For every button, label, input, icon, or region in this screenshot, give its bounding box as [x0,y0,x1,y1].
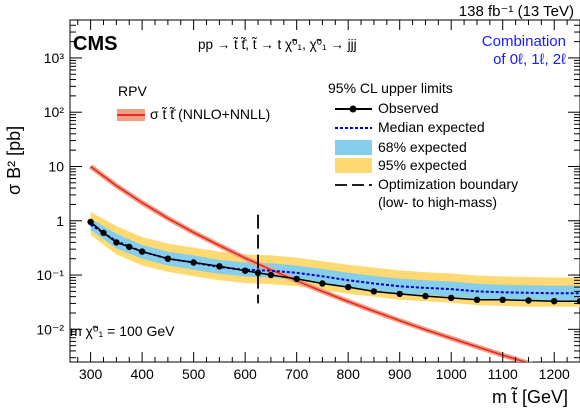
legend-median: Median expected [378,119,485,135]
band68-legend-swatch [335,140,372,155]
y-tick-label: 10² [44,104,65,120]
neutralino-mass-note: m χ̃⁰₁ = 100 GeV [70,323,175,339]
observed-point [576,298,580,305]
limit-lines [87,214,580,305]
observed-legend-marker [349,105,357,113]
observed-point [422,292,429,300]
combination-label: Combination of 0ℓ, 1ℓ, 2ℓ [482,33,566,69]
observed-point [190,259,197,266]
y-tick-label: 1 [56,213,64,229]
luminosity-label: 138 fb⁻¹ (13 TeV) [458,3,574,20]
theory-cross-section-line [90,165,528,362]
observed-point [396,290,403,298]
theory-legend-title: RPV [118,83,147,99]
observed-point [473,296,481,303]
observed-point [164,255,172,262]
y-tick-label: 10³ [44,50,65,66]
process-label: pp → t̃ t̃̄, t̃ → t χ̃⁰₁, χ̃⁰₁ → jjj [198,37,357,52]
theory-curve [89,164,534,362]
cms-label: CMS [73,33,118,55]
observed-point [100,229,107,236]
x-tick-label: 300 [79,366,103,382]
observed-point [319,280,326,287]
legend-boundary-1: Optimization boundary [378,176,519,192]
observed-point [293,275,300,283]
x-tick-label: 1200 [539,366,570,382]
combination-line-2: of 0ℓ, 1ℓ, 2ℓ [493,51,566,68]
combination-line-1: Combination [481,33,566,50]
x-tick-label: 1100 [488,366,518,382]
observed-point [242,267,249,274]
observed-point [525,297,532,304]
observed-point [551,298,558,305]
x-tick-label: 400 [130,366,154,382]
observed-point [138,248,146,255]
theory-legend-entry: σ t̃ t̃̄ (NNLO+NNLL) [150,106,271,122]
observed-point [126,243,133,251]
legend-band95: 95% expected [378,157,467,173]
observed-point [345,283,352,291]
x-tick-label: 600 [233,366,257,382]
legend-boundary-2: (low- to high-mass) [378,194,498,210]
x-tick-label: 700 [285,366,309,382]
x-axis-title: m t̃ [GeV] [491,387,568,407]
observed-point [254,269,262,276]
observed-point [370,288,378,295]
axes: 300 400 500 600 700 800 900 1000 1100 1200 10⁻² 10⁻… [36,19,580,382]
y-axis-title-text: σ B² [pb] [4,125,24,195]
limits-legend-title: 95% CL upper limits [328,80,453,96]
legend-symbols [117,105,372,186]
observed-point [216,263,223,270]
y-axis-title: σ B² [pb] [4,126,25,195]
observed-point [448,294,455,302]
median-expected-line [90,223,580,295]
observed-point [87,218,94,226]
x-tick-label: 1000 [436,366,467,382]
x-tick-label: 800 [337,366,361,382]
observed-point [499,296,506,303]
observed-point [113,239,120,246]
y-tick-label: 10⁻¹ [36,267,64,283]
y-tick-label: 10 [48,158,64,174]
x-tick-label: 900 [388,366,412,382]
legend-observed: Observed [378,100,439,116]
legend-band68: 68% expected [378,139,467,155]
band95-legend-swatch [335,158,372,173]
x-tick-label: 500 [182,366,206,382]
y-tick-label: 10⁻² [36,321,64,337]
plot-frame [69,19,580,363]
observed-point [267,271,275,279]
